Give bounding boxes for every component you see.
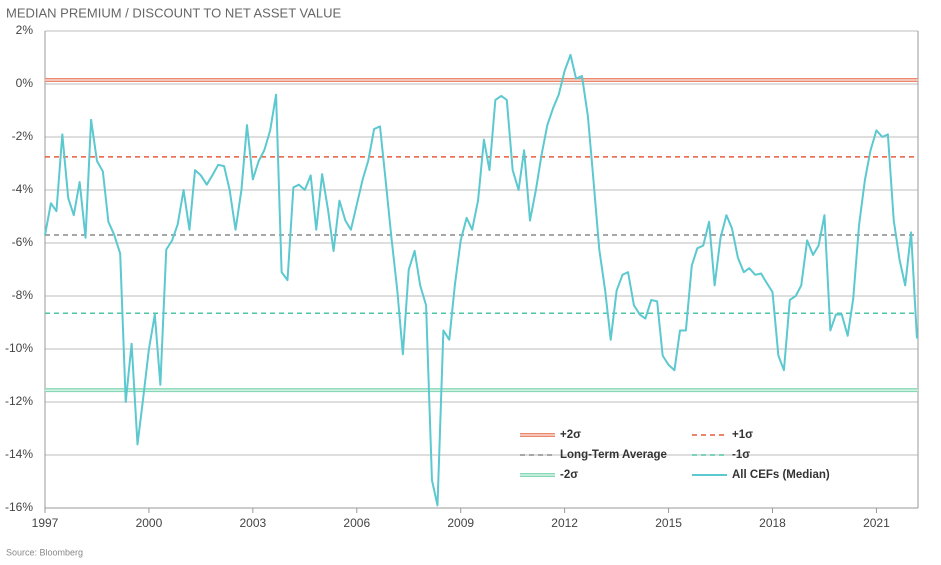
x-tick-label: 2021: [863, 516, 890, 530]
x-tick-label: 2018: [759, 516, 786, 530]
legend-label: All CEFs (Median): [732, 469, 830, 481]
legend-label: -2σ: [560, 469, 578, 481]
legend-label: Long-Term Average: [560, 449, 667, 461]
x-tick-label: 2009: [447, 516, 474, 530]
x-tick-label: 1997: [32, 516, 59, 530]
y-tick-label: -12%: [5, 394, 33, 408]
legend-label: -1σ: [732, 449, 750, 461]
y-tick-label: -4%: [12, 182, 34, 196]
y-tick-label: -10%: [5, 341, 33, 355]
chart-title: MEDIAN PREMIUM / DISCOUNT TO NET ASSET V…: [6, 5, 342, 20]
x-tick-label: 2012: [551, 516, 578, 530]
y-tick-label: 2%: [16, 23, 34, 37]
x-tick-label: 2000: [136, 516, 163, 530]
legend-label: +1σ: [732, 429, 753, 441]
y-tick-label: -2%: [12, 129, 34, 143]
y-tick-label: -16%: [5, 500, 33, 514]
y-tick-label: -14%: [5, 447, 33, 461]
y-tick-label: -6%: [12, 235, 34, 249]
x-tick-label: 2006: [343, 516, 370, 530]
x-tick-label: 2015: [655, 516, 682, 530]
legend-label: +2σ: [560, 429, 581, 441]
y-tick-label: -8%: [12, 288, 34, 302]
x-tick-label: 2003: [240, 516, 267, 530]
data-line: [44, 53, 918, 507]
source-note: Source: Bloomberg: [6, 547, 83, 557]
y-tick-label: 0%: [16, 76, 34, 90]
